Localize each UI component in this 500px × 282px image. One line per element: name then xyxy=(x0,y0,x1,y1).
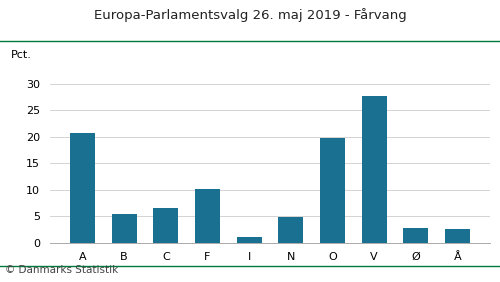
Bar xyxy=(278,217,303,243)
Bar xyxy=(236,237,262,243)
Bar xyxy=(404,228,428,243)
Bar xyxy=(445,229,470,243)
Text: Pct.: Pct. xyxy=(10,50,31,60)
Bar xyxy=(362,96,386,243)
Text: © Danmarks Statistik: © Danmarks Statistik xyxy=(5,265,118,275)
Bar xyxy=(195,189,220,243)
Text: Europa-Parlamentsvalg 26. maj 2019 - Fårvang: Europa-Parlamentsvalg 26. maj 2019 - Får… xyxy=(94,8,406,23)
Bar xyxy=(154,208,178,243)
Bar xyxy=(320,138,345,243)
Bar xyxy=(70,133,95,243)
Bar xyxy=(112,214,136,243)
